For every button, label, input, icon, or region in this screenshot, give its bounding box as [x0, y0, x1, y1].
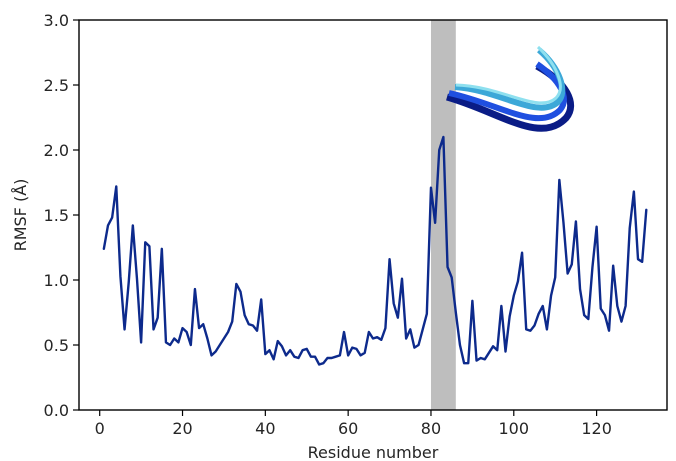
y-tick-label: 2.0: [44, 141, 69, 160]
y-tick-label: 2.5: [44, 76, 69, 95]
y-axis-label: RMSF (Å): [11, 179, 30, 252]
y-tick-label: 0.0: [44, 401, 69, 420]
series-layer: [102, 135, 648, 366]
x-tick-label: 60: [338, 419, 358, 438]
inset-ribbon: [448, 61, 567, 122]
x-tick-label: 40: [255, 419, 275, 438]
inset-ribbon: [455, 45, 562, 105]
x-tick-label: 80: [421, 419, 441, 438]
inset-structure-image: [446, 45, 575, 132]
rmsf-line: [102, 135, 648, 366]
x-tick-label: 100: [499, 419, 530, 438]
x-tick-label: 20: [172, 419, 192, 438]
y-tick-label: 0.5: [44, 336, 69, 355]
y-tick-label: 1.0: [44, 271, 69, 290]
y-axis: 0.0 0.5 1.0 1.5 2.0 2.5 3.0: [44, 11, 79, 420]
x-tick-label: 120: [581, 419, 612, 438]
plot-frame: [78, 19, 668, 411]
x-tick-label: 0: [95, 419, 105, 438]
y-tick-label: 3.0: [44, 11, 69, 30]
y-tick-label: 1.5: [44, 206, 69, 225]
x-axis: 0 20 40 60 80 100 120: [95, 410, 612, 438]
x-axis-label: Residue number: [308, 443, 439, 461]
